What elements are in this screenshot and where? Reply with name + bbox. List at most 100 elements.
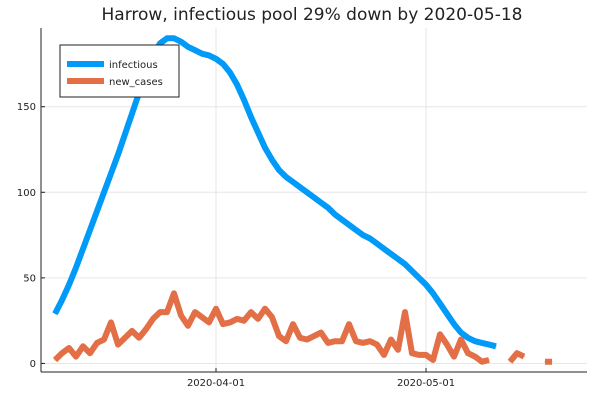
data-point-new-cases-56 — [446, 344, 448, 346]
data-point-new-cases-13 — [145, 328, 147, 330]
legend-box — [59, 44, 180, 98]
data-point-new-cases-71 — [551, 361, 553, 363]
data-point-infectious-52 — [418, 277, 420, 279]
data-point-new-cases-58 — [460, 339, 462, 340]
data-point-infectious-6 — [96, 210, 98, 212]
data-point-infectious-45 — [369, 238, 371, 239]
data-point-infectious-48 — [390, 253, 392, 255]
data-point-new-cases-62 — [488, 359, 490, 361]
data-point-new-cases-1 — [61, 352, 63, 354]
series-line-new-cases — [52, 290, 552, 365]
y-tick-label-50: 50 — [23, 273, 36, 284]
data-point-infectious-50 — [404, 263, 406, 265]
data-point-new-cases-39 — [327, 342, 329, 344]
data-point-new-cases-25 — [229, 321, 231, 323]
data-point-new-cases-4 — [82, 345, 84, 347]
data-point-infectious-56 — [446, 313, 448, 315]
data-point-new-cases-21 — [201, 316, 203, 318]
data-point-infectious-39 — [327, 207, 329, 209]
data-point-new-cases-26 — [236, 318, 238, 320]
data-point-new-cases-48 — [390, 339, 392, 340]
data-point-new-cases-50 — [404, 311, 406, 313]
data-point-new-cases-37 — [313, 335, 315, 337]
data-point-infectious-38 — [320, 202, 322, 204]
data-point-new-cases-19 — [187, 325, 189, 327]
data-point-new-cases-7 — [103, 339, 105, 340]
axes — [40, 28, 587, 373]
data-point-new-cases-44 — [362, 342, 364, 344]
data-point-new-cases-70 — [544, 361, 546, 363]
data-point-infectious-36 — [306, 191, 308, 193]
data-point-new-cases-24 — [222, 323, 224, 325]
data-point-new-cases-8 — [110, 321, 112, 323]
data-point-new-cases-34 — [292, 323, 294, 325]
data-point-infectious-41 — [341, 219, 343, 221]
data-point-infectious-2 — [68, 284, 70, 286]
data-point-infectious-51 — [411, 270, 413, 272]
data-point-new-cases-55 — [439, 333, 441, 335]
data-point-new-cases-43 — [355, 340, 357, 342]
data-point-infectious-22 — [208, 54, 210, 56]
data-point-infectious-49 — [397, 258, 399, 260]
data-point-new-cases-31 — [271, 316, 273, 318]
x-tick-label-2020-04-01: 2020-04-01 — [187, 378, 245, 389]
data-point-infectious-8 — [110, 173, 112, 174]
data-point-infectious-31 — [271, 159, 273, 161]
data-point-new-cases-22 — [208, 321, 210, 323]
data-point-infectious-21 — [201, 53, 203, 55]
data-point-infectious-10 — [124, 133, 126, 135]
data-point-infectious-47 — [383, 248, 385, 250]
series — [52, 35, 553, 365]
data-point-infectious-63 — [495, 345, 497, 347]
y-tick-label-150: 150 — [17, 102, 36, 113]
data-point-new-cases-30 — [264, 308, 266, 310]
data-point-infectious-9 — [117, 154, 119, 156]
data-point-new-cases-38 — [320, 332, 322, 334]
data-point-infectious-25 — [229, 72, 231, 73]
data-point-new-cases-28 — [250, 311, 252, 313]
data-point-new-cases-46 — [376, 344, 378, 346]
legend: infectious new_cases — [59, 44, 180, 98]
data-point-infectious-62 — [488, 344, 490, 346]
data-point-infectious-58 — [460, 332, 462, 334]
y-tick-label-0: 0 — [30, 359, 36, 370]
data-point-new-cases-35 — [299, 337, 301, 339]
data-point-infectious-42 — [348, 224, 350, 226]
data-point-new-cases-40 — [334, 340, 336, 342]
data-point-new-cases-54 — [432, 359, 434, 361]
data-point-new-cases-59 — [467, 352, 469, 354]
data-point-infectious-44 — [362, 234, 364, 236]
legend-label-infectious: infectious — [109, 60, 158, 71]
data-point-infectious-29 — [257, 131, 259, 133]
data-point-new-cases-20 — [194, 311, 196, 313]
data-point-infectious-35 — [299, 186, 301, 188]
data-point-infectious-60 — [474, 340, 476, 342]
data-point-new-cases-42 — [348, 323, 350, 325]
data-point-new-cases-29 — [257, 318, 259, 320]
data-point-infectious-34 — [292, 181, 294, 183]
data-point-infectious-7 — [103, 191, 105, 193]
data-point-infectious-59 — [467, 337, 469, 339]
data-point-new-cases-5 — [89, 352, 91, 354]
data-point-new-cases-66 — [516, 352, 518, 354]
data-point-new-cases-32 — [278, 335, 280, 337]
data-point-infectious-37 — [313, 196, 315, 198]
data-point-new-cases-67 — [523, 356, 525, 358]
data-point-infectious-32 — [278, 169, 280, 171]
data-point-infectious-0 — [54, 313, 56, 315]
data-point-infectious-5 — [89, 229, 91, 231]
x-tick-label-2020-05-01: 2020-05-01 — [397, 378, 455, 389]
data-point-infectious-30 — [264, 147, 266, 149]
data-point-new-cases-17 — [173, 292, 175, 294]
data-point-new-cases-53 — [425, 354, 427, 356]
data-point-new-cases-60 — [474, 356, 476, 358]
data-point-new-cases-12 — [138, 337, 140, 339]
data-point-infectious-33 — [285, 176, 287, 178]
data-point-infectious-23 — [215, 58, 217, 60]
data-point-infectious-18 — [180, 41, 182, 43]
data-point-infectious-53 — [425, 284, 427, 286]
data-point-infectious-4 — [82, 248, 84, 250]
data-point-new-cases-3 — [75, 356, 77, 358]
